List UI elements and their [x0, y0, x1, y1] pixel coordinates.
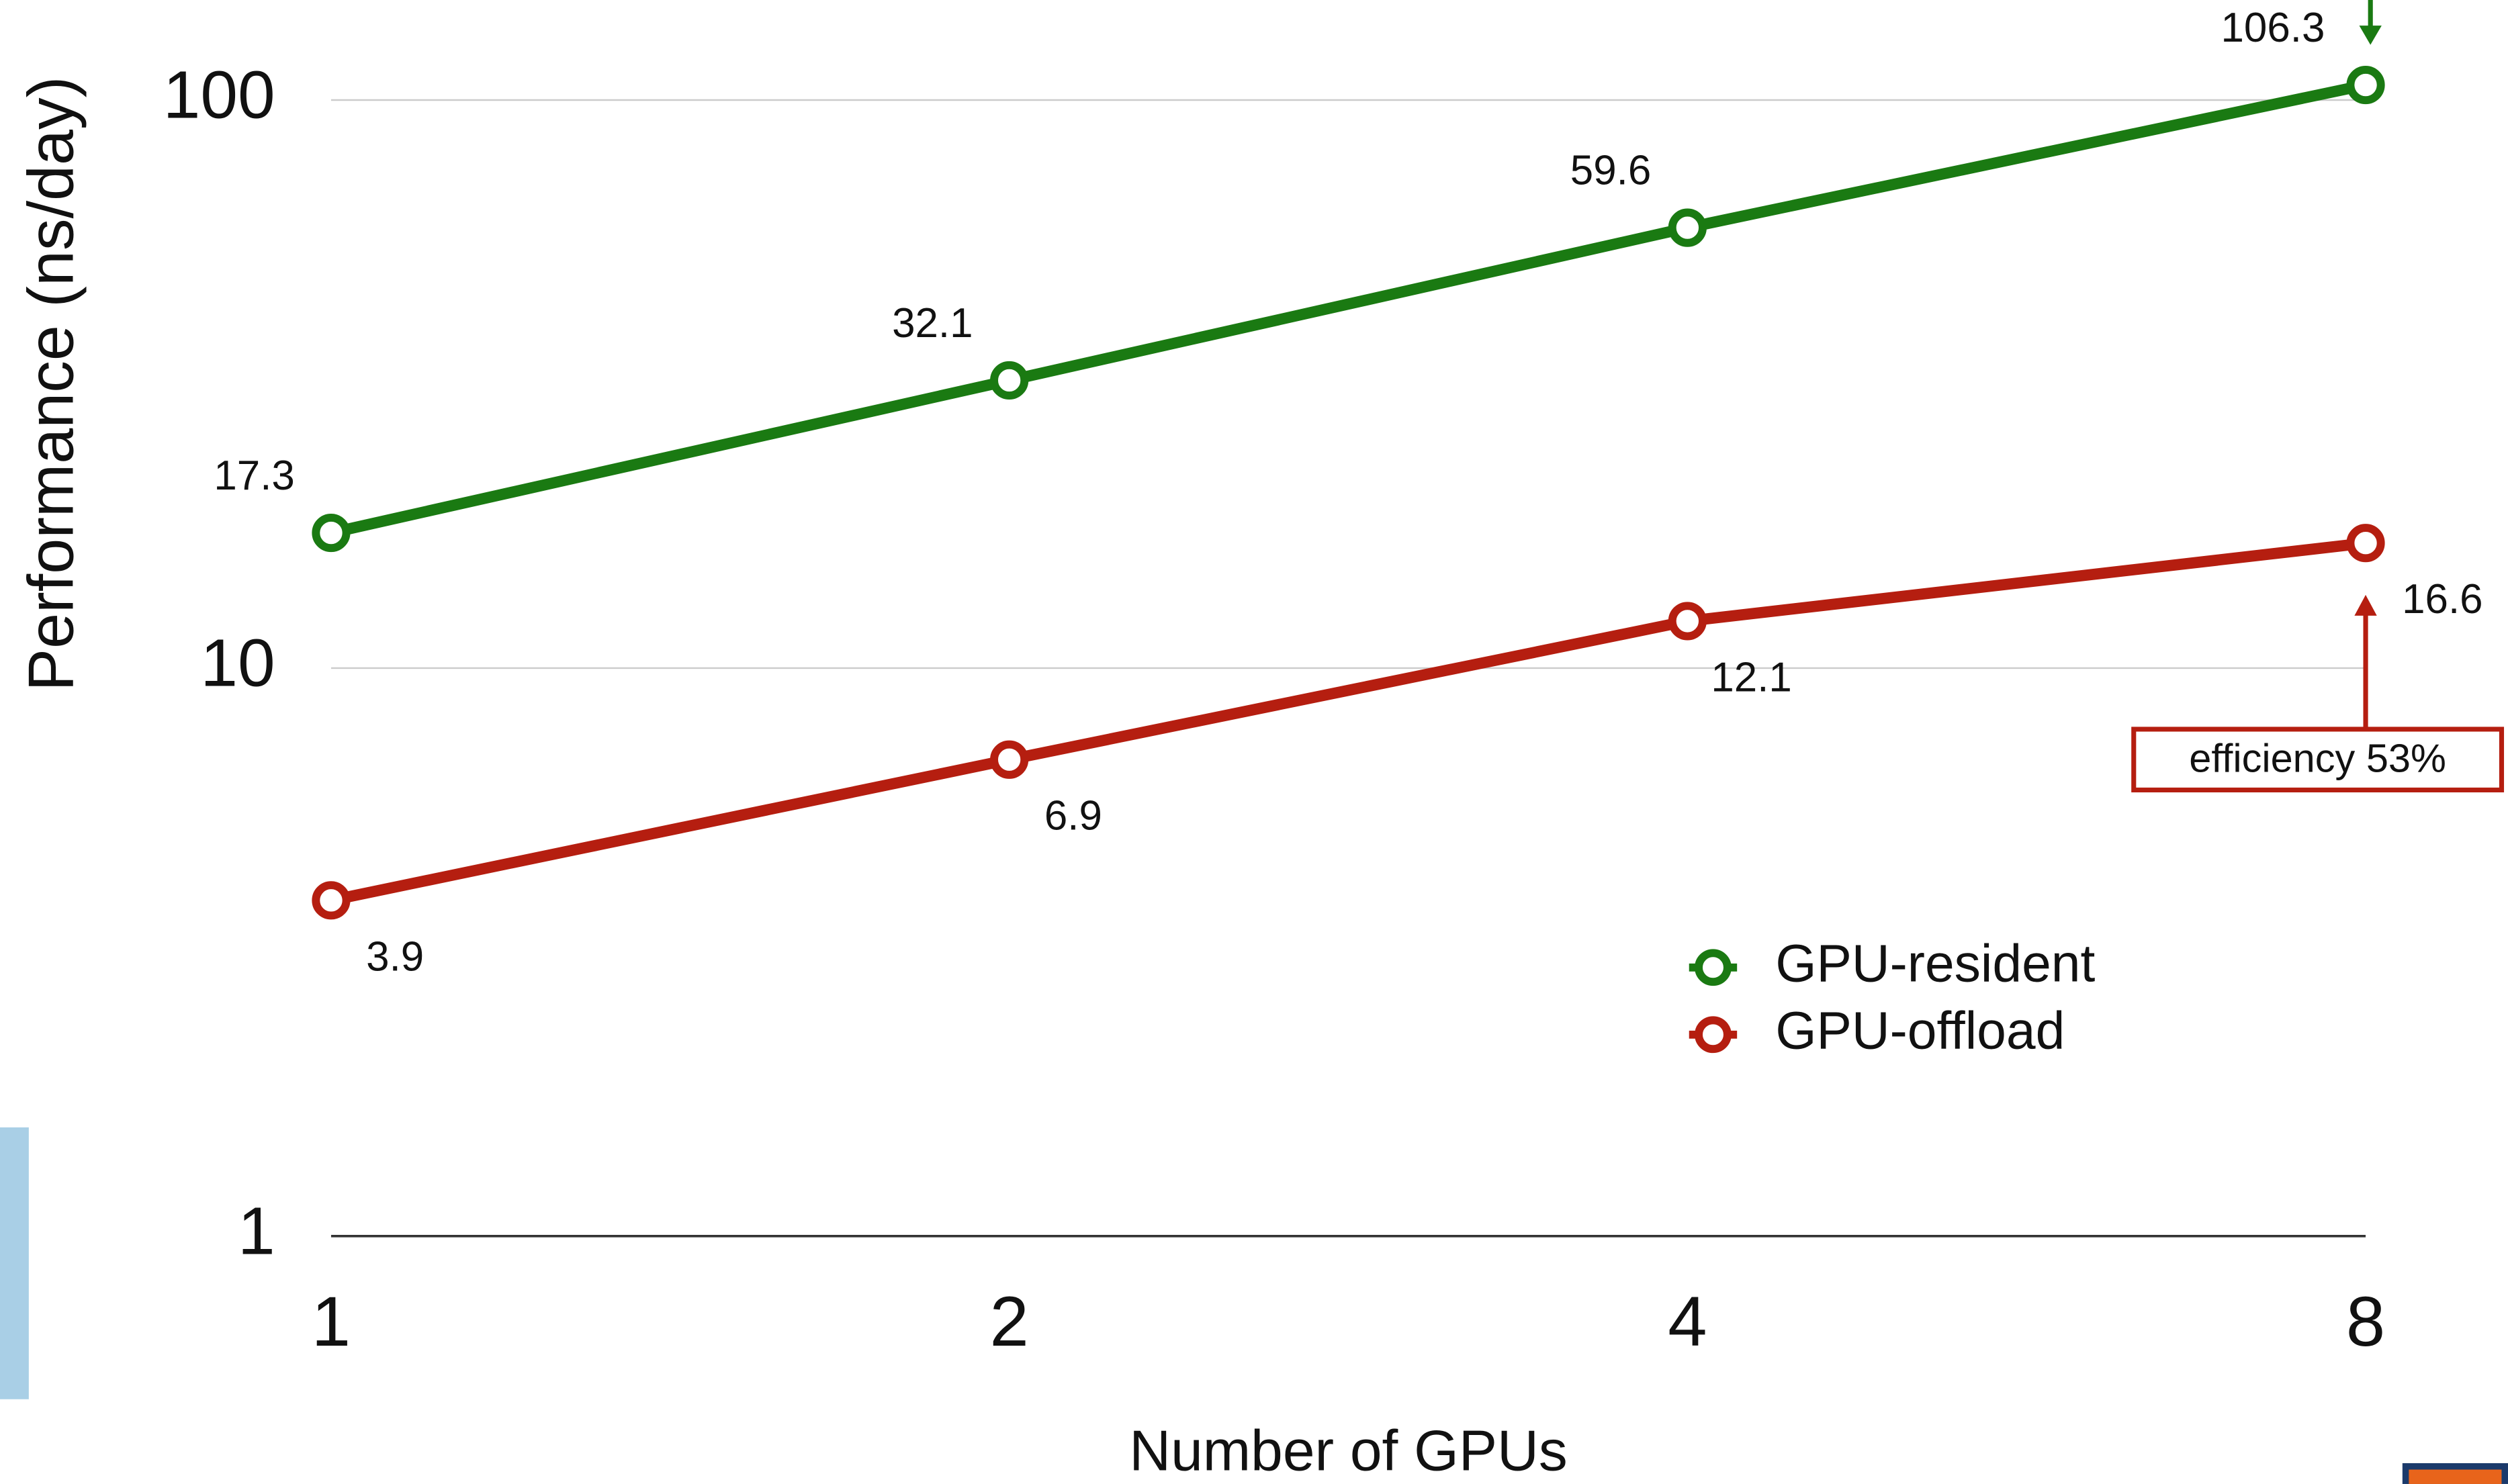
data-point: [1672, 606, 1703, 636]
data-label: 12.1: [1711, 654, 1792, 700]
data-point: [316, 518, 346, 548]
data-point: [994, 365, 1024, 396]
annotation-text: efficiency 53%: [2189, 735, 2446, 780]
page: Performance (ns/day) Number of GPUs 1 10 1…: [0, 0, 2508, 1484]
series-line: [331, 543, 2366, 900]
data-label: 16.6: [2402, 576, 2483, 622]
data-label: 6.9: [1044, 793, 1102, 839]
data-label: 106.3: [2221, 5, 2325, 51]
data-point: [316, 885, 346, 915]
x-tick-label: 1: [312, 1283, 351, 1361]
data-label: 17.3: [214, 453, 295, 499]
data-point: [994, 745, 1024, 775]
legend-marker: [1699, 953, 1728, 982]
annotation-arrowhead: [2354, 595, 2376, 616]
legend-marker: [1699, 1020, 1728, 1049]
data-point: [1672, 213, 1703, 243]
x-tick-label: 4: [1668, 1283, 1707, 1361]
y-tick-label: 100: [163, 57, 275, 132]
top-arrowhead: [2360, 26, 2382, 45]
y-axis-title: Performance (ns/day): [16, 77, 87, 692]
data-label: 32.1: [892, 300, 973, 346]
side-image: [0, 1127, 29, 1399]
x-tick-label: 2: [990, 1283, 1029, 1361]
data-point: [2350, 70, 2380, 100]
data-label: 3.9: [366, 933, 424, 980]
y-tick-label: 10: [200, 625, 275, 700]
x-axis-title: Number of GPUs: [1129, 1419, 1568, 1483]
legend-label: GPU-offload: [1775, 1001, 2065, 1060]
chart: Performance (ns/day) Number of GPUs 1 10 1…: [0, 0, 2508, 1484]
x-tick-label: 8: [2346, 1283, 2385, 1361]
y-tick-label: 1: [238, 1193, 275, 1268]
series-line: [331, 85, 2366, 533]
data-point: [2350, 528, 2380, 558]
legend-label: GPU-resident: [1775, 934, 2095, 993]
data-label: 59.6: [1570, 148, 1652, 194]
corner-logo-inner: [2409, 1470, 2501, 1484]
